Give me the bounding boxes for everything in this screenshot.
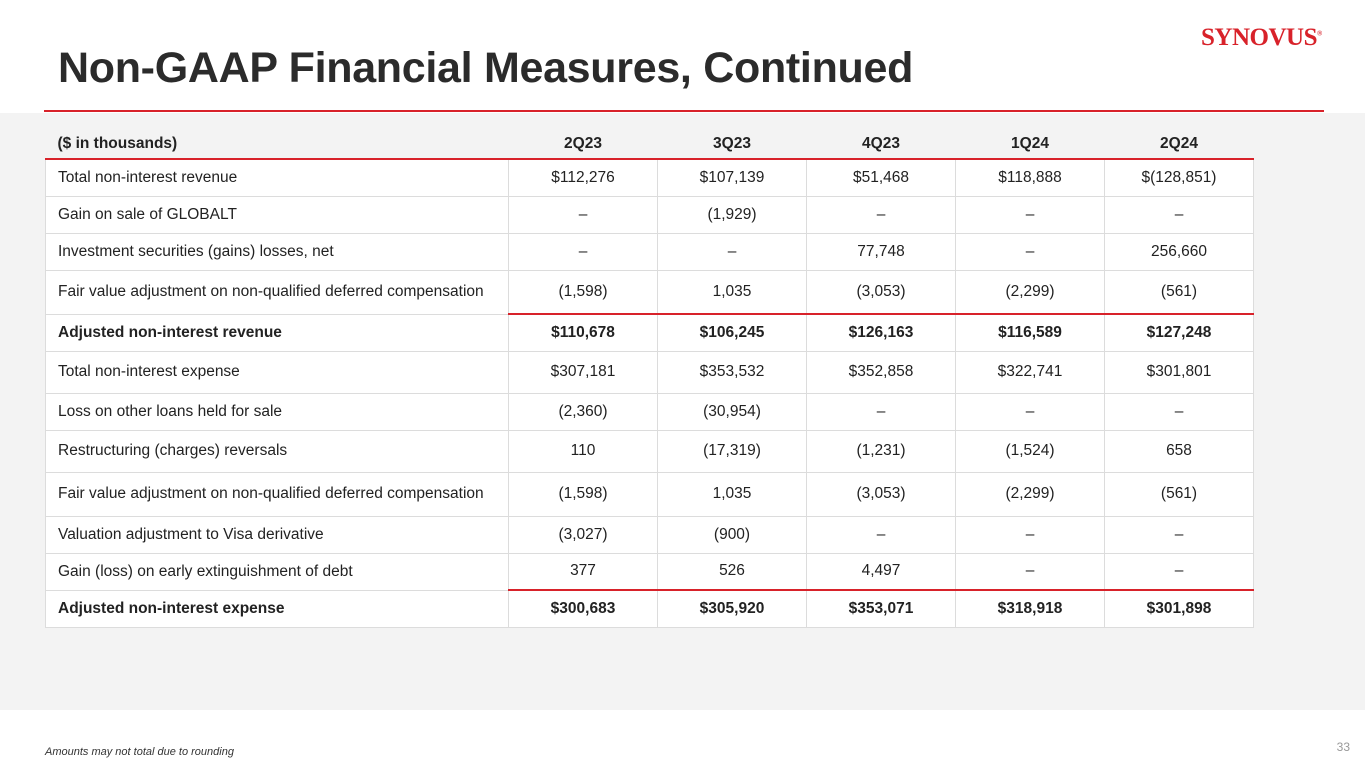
cell-value: (561) bbox=[1104, 269, 1254, 315]
cell-value: – bbox=[1104, 515, 1254, 554]
cell-value: $353,532 bbox=[657, 350, 807, 394]
page-title: Non-GAAP Financial Measures, Continued bbox=[58, 44, 914, 92]
row-label: Restructuring (charges) reversals bbox=[45, 429, 509, 473]
row-label: Total non-interest expense bbox=[45, 350, 509, 394]
page-number: 33 bbox=[1336, 740, 1350, 754]
cell-value: 4,497 bbox=[806, 552, 956, 591]
cell-value: – bbox=[508, 232, 658, 271]
cell-value: – bbox=[955, 515, 1105, 554]
cell-value: $106,245 bbox=[657, 313, 807, 352]
cell-value: 377 bbox=[508, 552, 658, 591]
cell-value: 658 bbox=[1104, 429, 1254, 473]
cell-value: – bbox=[657, 232, 807, 271]
cell-value: $352,858 bbox=[806, 350, 956, 394]
table-header: ($ in thousands) 2Q23 3Q23 4Q23 1Q24 2Q24 bbox=[45, 135, 1254, 160]
table-row: Total non-interest expense $307,181 $353,5… bbox=[45, 350, 1254, 394]
cell-value: – bbox=[1104, 392, 1254, 431]
table-row: Loss on other loans held for sale (2,360)… bbox=[45, 392, 1254, 431]
footnote: Amounts may not total due to rounding bbox=[45, 746, 234, 758]
column-header: 4Q23 bbox=[806, 135, 956, 160]
cell-value: $322,741 bbox=[955, 350, 1105, 394]
cell-value: (17,319) bbox=[657, 429, 807, 473]
cell-value: 526 bbox=[657, 552, 807, 591]
table-row: Fair value adjustment on non-qualified d… bbox=[45, 269, 1254, 315]
cell-value: $127,248 bbox=[1104, 313, 1254, 352]
cell-value: – bbox=[955, 232, 1105, 271]
cell-value: $110,678 bbox=[508, 313, 658, 352]
cell-value: 77,748 bbox=[806, 232, 956, 271]
cell-value: – bbox=[508, 195, 658, 234]
cell-value: (3,053) bbox=[806, 269, 956, 315]
row-label: Valuation adjustment to Visa derivative bbox=[45, 515, 509, 554]
cell-value: (2,299) bbox=[955, 269, 1105, 315]
table-row: Gain (loss) on early extinguishment of d… bbox=[45, 552, 1254, 591]
cell-value: 110 bbox=[508, 429, 658, 473]
cell-value: $(128,851) bbox=[1104, 158, 1254, 197]
cell-value: (30,954) bbox=[657, 392, 807, 431]
cell-value: 1,035 bbox=[657, 471, 807, 517]
cell-value: – bbox=[1104, 195, 1254, 234]
row-label: Gain on sale of GLOBALT bbox=[45, 195, 509, 234]
table-row: Adjusted non-interest revenue $110,678 $10… bbox=[45, 313, 1254, 352]
row-label: Fair value adjustment on non-qualified d… bbox=[45, 269, 509, 315]
cell-value: 256,660 bbox=[1104, 232, 1254, 271]
table-row: Adjusted non-interest expense $300,683 $30… bbox=[45, 589, 1254, 628]
cell-value: (1,231) bbox=[806, 429, 956, 473]
title-divider bbox=[44, 110, 1324, 112]
column-header: 2Q23 bbox=[508, 135, 658, 160]
cell-value: (3,053) bbox=[806, 471, 956, 517]
row-label: Adjusted non-interest revenue bbox=[45, 313, 509, 352]
table-row: Gain on sale of GLOBALT – (1,929) – – – bbox=[45, 195, 1254, 234]
cell-value: $126,163 bbox=[806, 313, 956, 352]
cell-value: – bbox=[1104, 552, 1254, 591]
column-header: 3Q23 bbox=[657, 135, 807, 160]
cell-value: (1,524) bbox=[955, 429, 1105, 473]
column-header: ($ in thousands) bbox=[45, 135, 509, 160]
cell-value: – bbox=[806, 195, 956, 234]
cell-value: $301,801 bbox=[1104, 350, 1254, 394]
cell-value: $301,898 bbox=[1104, 589, 1254, 628]
cell-value: $116,589 bbox=[955, 313, 1105, 352]
row-label: Adjusted non-interest expense bbox=[45, 589, 509, 628]
cell-value: $300,683 bbox=[508, 589, 658, 628]
table-row: Fair value adjustment on non-qualified d… bbox=[45, 471, 1254, 517]
row-label: Fair value adjustment on non-qualified d… bbox=[45, 471, 509, 517]
cell-value: – bbox=[806, 392, 956, 431]
row-label: Total non-interest revenue bbox=[45, 158, 509, 197]
table-row: Total non-interest revenue $112,276 $107,1… bbox=[45, 158, 1254, 197]
cell-value: (3,027) bbox=[508, 515, 658, 554]
non-gaap-table: ($ in thousands) 2Q23 3Q23 4Q23 1Q24 2Q24 Tot… bbox=[45, 135, 1254, 628]
cell-value: (1,598) bbox=[508, 269, 658, 315]
cell-value: (900) bbox=[657, 515, 807, 554]
cell-value: $112,276 bbox=[508, 158, 658, 197]
cell-value: $307,181 bbox=[508, 350, 658, 394]
column-header: 2Q24 bbox=[1104, 135, 1254, 160]
table-row: Investment securities (gains) losses, ne… bbox=[45, 232, 1254, 271]
table-row: Restructuring (charges) reversals 110 (17,… bbox=[45, 429, 1254, 473]
cell-value: (561) bbox=[1104, 471, 1254, 517]
cell-value: $318,918 bbox=[955, 589, 1105, 628]
row-label: Investment securities (gains) losses, ne… bbox=[45, 232, 509, 271]
cell-value: – bbox=[806, 515, 956, 554]
cell-value: 1,035 bbox=[657, 269, 807, 315]
cell-value: – bbox=[955, 195, 1105, 234]
cell-value: $118,888 bbox=[955, 158, 1105, 197]
cell-value: $353,071 bbox=[806, 589, 956, 628]
synovus-logo: SYNOVUS® bbox=[1201, 24, 1322, 51]
cell-value: (2,360) bbox=[508, 392, 658, 431]
cell-value: (1,929) bbox=[657, 195, 807, 234]
column-header: 1Q24 bbox=[955, 135, 1105, 160]
cell-value: – bbox=[955, 552, 1105, 591]
cell-value: (1,598) bbox=[508, 471, 658, 517]
row-label: Gain (loss) on early extinguishment of d… bbox=[45, 552, 509, 591]
cell-value: – bbox=[955, 392, 1105, 431]
cell-value: $51,468 bbox=[806, 158, 956, 197]
row-label: Loss on other loans held for sale bbox=[45, 392, 509, 431]
cell-value: $107,139 bbox=[657, 158, 807, 197]
cell-value: $305,920 bbox=[657, 589, 807, 628]
table-row: Valuation adjustment to Visa derivative(… bbox=[45, 515, 1254, 554]
cell-value: (2,299) bbox=[955, 471, 1105, 517]
